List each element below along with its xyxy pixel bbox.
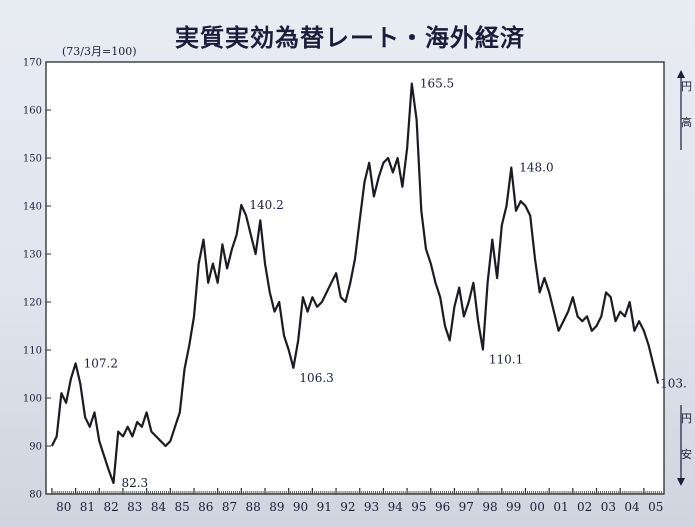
y-tick-label: 90 <box>29 442 42 453</box>
x-tick-label: 88 <box>246 500 261 514</box>
plot-area <box>45 61 665 495</box>
x-tick-label: 00 <box>530 500 545 514</box>
y-tick-label: 130 <box>23 250 42 261</box>
x-tick-label: 89 <box>269 500 284 514</box>
data-labels: 107.2 82.3 140.2 106.3 165.5 110.1 148.0 103. <box>84 77 687 490</box>
up-arrow-head <box>677 70 685 78</box>
y-tick-label: 80 <box>29 490 42 501</box>
down-arrow-head <box>677 478 685 486</box>
x-tick-label: 90 <box>293 500 308 514</box>
x-tick-label: 87 <box>222 500 237 514</box>
y-tick-label: 150 <box>23 154 42 165</box>
side-top-char-2: 高 <box>681 115 692 129</box>
side-bottom-char-1: 円 <box>681 412 692 425</box>
x-tick-label: 98 <box>482 500 497 514</box>
chart-title: 実質実効為替レート・海外経済 <box>175 24 525 52</box>
y-tick-label: 100 <box>23 394 42 405</box>
x-tick-label: 05 <box>648 500 663 514</box>
x-axis: 80 81 82 83 84 85 86 87 88 89 90 91 92 93 94 95 96 97 98 99… <box>51 488 663 514</box>
yen-strong-label: 円 高 <box>681 78 695 131</box>
x-tick-label: 93 <box>364 500 379 514</box>
x-tick-label: 85 <box>175 500 190 514</box>
side-top-char-1: 円 <box>681 80 692 93</box>
x-tick-label: 96 <box>435 500 450 514</box>
data-label: 140.2 <box>249 198 283 212</box>
x-tick-label: 83 <box>127 500 142 514</box>
x-tick-label: 03 <box>601 500 616 514</box>
data-label: 103. <box>660 377 687 391</box>
data-label: 165.5 <box>420 77 454 91</box>
x-tick-label: 04 <box>624 500 640 514</box>
data-label: 148.0 <box>519 161 553 175</box>
x-tick-label: 94 <box>388 500 404 514</box>
series-lines <box>50 82 660 485</box>
y-tick-label: 140 <box>23 202 42 213</box>
x-tick-label: 95 <box>411 500 426 514</box>
y-tick-label: 160 <box>23 106 42 117</box>
y-axis: 80 90 100 110 120 130 140 150 160 170 <box>23 58 51 501</box>
x-tick-label: 01 <box>553 500 568 514</box>
y-tick-label: 170 <box>23 58 42 69</box>
x-tick-label: 97 <box>459 500 474 514</box>
x-tick-label: 82 <box>103 500 118 514</box>
x-tick-label: 80 <box>56 500 71 514</box>
x-tick-label: 99 <box>506 500 521 514</box>
x-tick-label: 92 <box>340 500 355 514</box>
y-tick-label: 110 <box>23 346 42 357</box>
x-tick-label: 81 <box>80 500 95 514</box>
x-tick-label: 84 <box>151 500 167 514</box>
data-label: 82.3 <box>121 476 148 490</box>
y-tick-label: 120 <box>23 298 42 309</box>
data-label: 106.3 <box>299 371 333 385</box>
yen-weak-label: 円 安 <box>681 410 695 463</box>
data-label: 110.1 <box>489 353 523 367</box>
x-tick-label: 91 <box>317 500 332 514</box>
side-arrows <box>677 70 685 486</box>
x-tick-label: 86 <box>198 500 213 514</box>
base-note: (73/3月=100) <box>62 45 137 58</box>
x-tick-label: 02 <box>577 500 592 514</box>
side-bottom-char-2: 安 <box>681 447 692 461</box>
exchange-rate-line <box>50 82 660 485</box>
data-label: 107.2 <box>84 356 118 370</box>
